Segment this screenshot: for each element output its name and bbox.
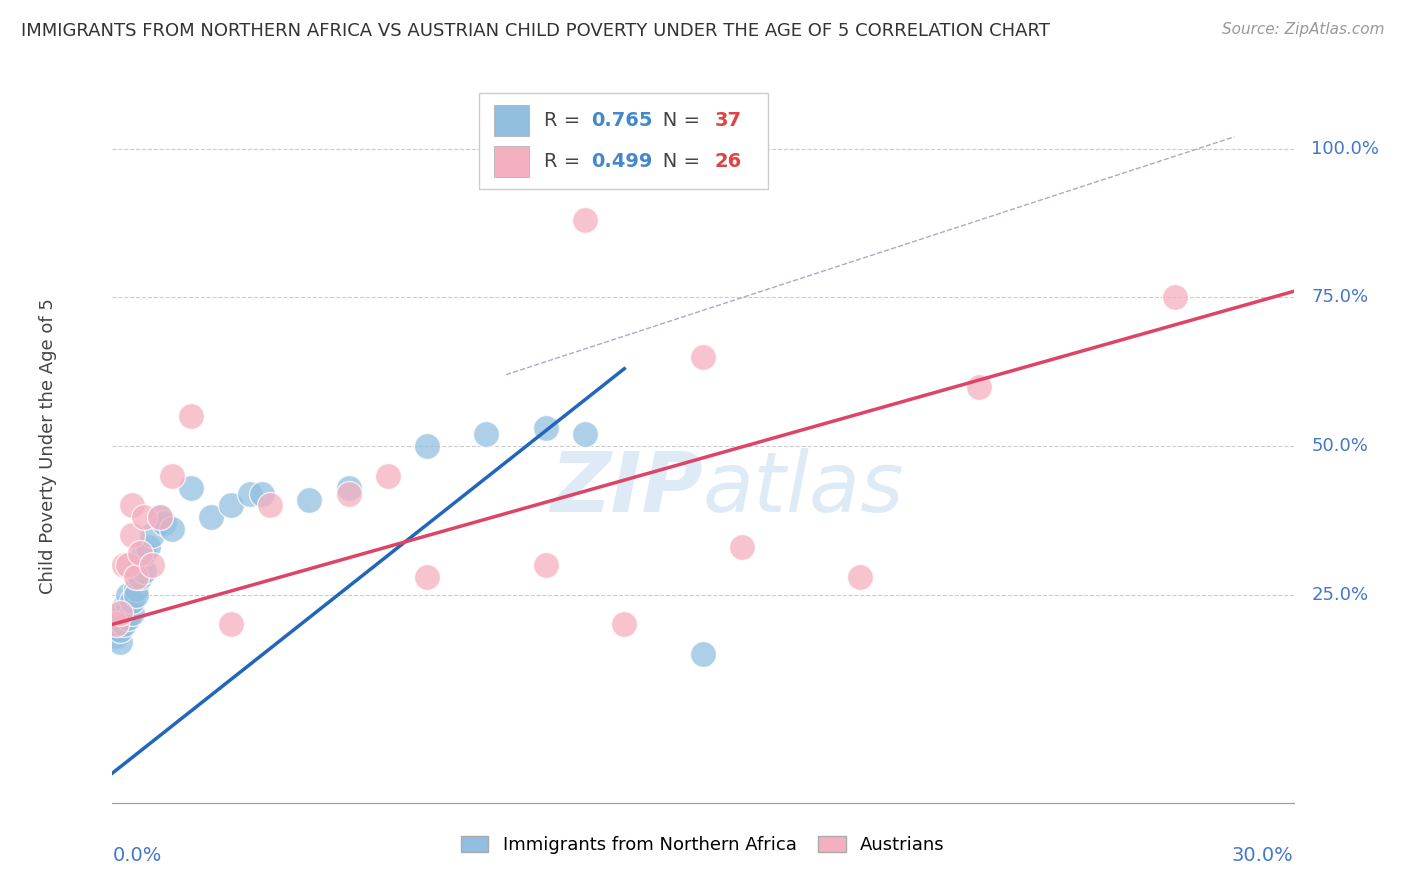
Point (125, 582, 148, 596)
Text: 0.499: 0.499 (591, 152, 652, 171)
Bar (494, 104, 530, 136)
Point (121, 528, 143, 542)
Point (219, 499, 242, 513)
Point (117, 558, 139, 572)
Text: IMMIGRANTS FROM NORTHERN AFRICA VS AUSTRIAN CHILD POVERTY UNDER THE AGE OF 5 COR: IMMIGRANTS FROM NORTHERN AFRICA VS AUSTR… (21, 22, 1050, 40)
Point (613, 617, 636, 632)
Text: 0.0%: 0.0% (112, 846, 162, 864)
Point (416, 439, 439, 453)
Legend: Immigrants from Northern Africa, Austrians: Immigrants from Northern Africa, Austria… (454, 829, 952, 862)
Point (200, 510, 222, 524)
Point (250, 486, 273, 500)
Point (112, 606, 135, 620)
Point (125, 570, 148, 584)
Text: 0.765: 0.765 (591, 111, 652, 130)
Point (112, 558, 135, 572)
Point (239, 486, 262, 500)
Point (110, 635, 132, 649)
Point (132, 510, 155, 524)
Text: ZIP: ZIP (550, 449, 703, 529)
Point (180, 409, 202, 424)
Point (731, 540, 754, 554)
Point (377, 468, 399, 483)
Point (574, 427, 596, 442)
Point (117, 599, 139, 614)
Text: Source: ZipAtlas.com: Source: ZipAtlas.com (1222, 22, 1385, 37)
Text: 75.0%: 75.0% (1312, 288, 1368, 306)
Text: 30.0%: 30.0% (1232, 846, 1294, 864)
Point (298, 492, 321, 507)
Point (152, 516, 174, 531)
Point (534, 558, 557, 572)
Point (416, 570, 439, 584)
Point (110, 624, 132, 638)
Point (125, 588, 148, 602)
Point (219, 617, 242, 632)
Text: 25.0%: 25.0% (1312, 586, 1368, 604)
Text: R =: R = (544, 111, 586, 130)
Point (149, 510, 172, 524)
Point (141, 558, 163, 572)
Point (692, 647, 714, 661)
Point (160, 468, 183, 483)
Point (121, 499, 143, 513)
Point (967, 379, 990, 393)
Text: 100.0%: 100.0% (1312, 140, 1379, 158)
Point (117, 611, 139, 625)
FancyBboxPatch shape (478, 93, 768, 189)
Point (259, 499, 281, 513)
Text: N =: N = (644, 111, 706, 130)
Point (105, 617, 128, 632)
Point (121, 593, 143, 607)
Point (129, 570, 152, 584)
Text: R =: R = (544, 152, 586, 171)
Point (1164, 290, 1187, 304)
Point (129, 558, 152, 572)
Text: atlas: atlas (703, 449, 904, 529)
Point (105, 624, 128, 638)
Point (136, 540, 159, 554)
Point (105, 617, 128, 632)
Point (141, 528, 163, 542)
Point (337, 486, 360, 500)
Point (475, 427, 498, 442)
Point (160, 522, 183, 536)
Point (574, 213, 596, 227)
Point (149, 510, 172, 524)
Point (132, 546, 155, 560)
Bar (494, 146, 530, 177)
Point (121, 606, 143, 620)
Text: 37: 37 (714, 111, 742, 130)
Point (534, 421, 557, 435)
Point (105, 629, 128, 643)
Text: N =: N = (644, 152, 706, 171)
Point (180, 481, 202, 495)
Point (110, 606, 132, 620)
Point (110, 611, 132, 625)
Point (337, 481, 360, 495)
Point (132, 564, 155, 578)
Point (112, 599, 135, 614)
Point (117, 588, 139, 602)
Text: 26: 26 (714, 152, 742, 171)
Point (849, 570, 872, 584)
Text: 50.0%: 50.0% (1312, 437, 1368, 455)
Point (129, 546, 152, 560)
Point (112, 617, 135, 632)
Point (692, 350, 714, 364)
Text: Child Poverty Under the Age of 5: Child Poverty Under the Age of 5 (38, 298, 56, 594)
